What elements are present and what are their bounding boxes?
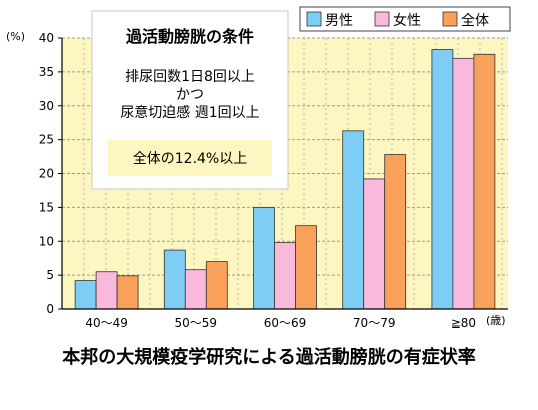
x-tick-label: 70～79 [353,316,396,330]
chart-caption: 本邦の大規模疫学研究による過活動膀胱の有症状率 [62,346,475,368]
legend-label: 男性 [325,13,353,29]
y-tick-label: 30 [39,99,54,113]
x-tick-label: 40～49 [85,316,128,330]
bar [384,154,407,310]
y-tick-label: 35 [39,65,54,79]
highlight-background [108,140,272,176]
condition-highlight: 全体の12.4%以上 [133,150,247,167]
condition-box: 過活動膀胱の条件 排尿回数1日8回以上 かつ 尿意切迫感 週1回以上 全体の12… [91,10,289,190]
y-unit-label: (%) [6,30,25,43]
y-tick-label: 15 [39,200,54,214]
y-tick-label: 40 [39,31,54,45]
bar [431,49,454,310]
bar [116,275,139,310]
x-tick-label: 60～69 [264,316,307,330]
bar [342,130,365,310]
bar [205,261,228,310]
y-tick-label: 10 [39,234,54,248]
bar [95,271,118,310]
y-tick-label: 5 [46,268,54,282]
x-tick-label: 50～59 [175,316,218,330]
legend-swatch [306,11,322,27]
condition-line: かつ [176,87,204,103]
bars [74,49,496,310]
x-tick-label: ≧80 [451,316,476,330]
bar [363,178,386,310]
legend: 男性 女性 全体 [299,6,511,32]
condition-line: 尿意切迫感 週1回以上 [120,104,259,121]
bar [452,57,475,310]
legend-label: 女性 [393,12,421,29]
bar [274,242,296,310]
x-unit-label: (歳) [486,314,506,327]
condition-box-title: 過活動膀胱の条件 [125,27,254,46]
legend-swatch [374,11,390,27]
condition-line: 排尿回数1日8回以上 [125,69,255,85]
bar [163,249,186,310]
bar [253,206,275,310]
bar [184,269,207,310]
legend-swatch [442,11,458,27]
bar [74,280,97,310]
bar [295,225,317,310]
y-tick-label: 20 [39,167,54,181]
bar [473,53,496,310]
legend-label: 全体 [461,12,489,29]
legend-frame [299,6,511,32]
y-tick-label: 0 [46,302,54,316]
y-tick-label: 25 [39,133,54,147]
axes: 0 5 10 15 20 25 30 35 40 40～49 50～59 60～69 70～79 ≧80 [39,31,508,330]
